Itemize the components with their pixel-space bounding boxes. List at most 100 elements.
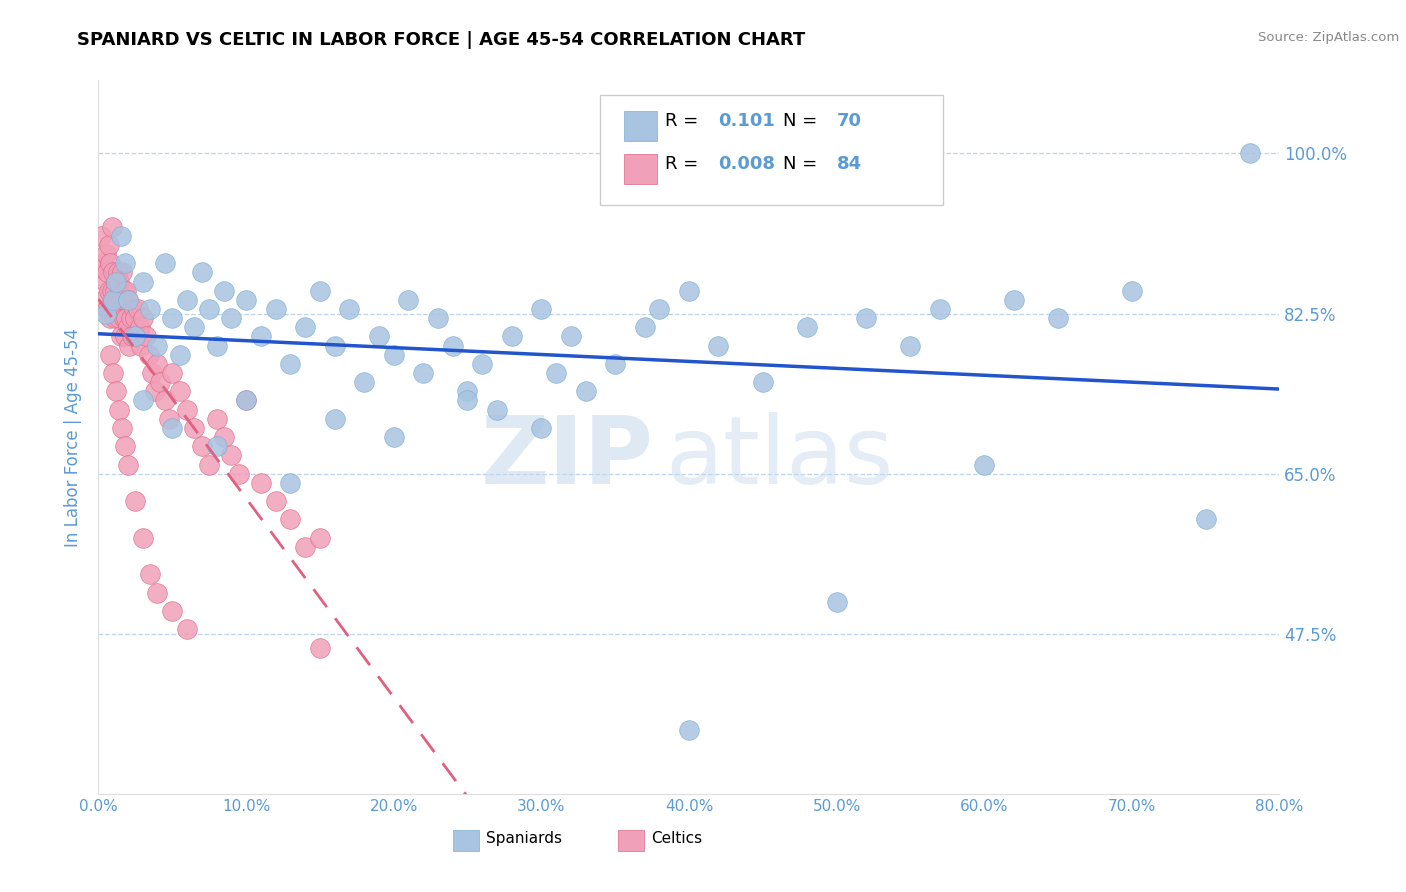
Point xyxy=(398,293,420,307)
Point xyxy=(94,247,117,261)
Point xyxy=(112,311,135,326)
FancyBboxPatch shape xyxy=(600,95,943,205)
Point xyxy=(382,430,405,444)
Point xyxy=(114,439,136,453)
Point xyxy=(752,375,775,389)
Point xyxy=(103,293,125,307)
Point xyxy=(162,366,183,380)
Point xyxy=(353,375,375,389)
Point xyxy=(132,311,155,326)
Point xyxy=(169,348,191,362)
Text: 84: 84 xyxy=(837,155,862,173)
Point xyxy=(427,311,450,326)
Point xyxy=(634,320,657,334)
Point xyxy=(486,402,509,417)
Point xyxy=(120,311,142,326)
Point xyxy=(111,265,134,279)
Point xyxy=(153,393,176,408)
Point xyxy=(1002,293,1025,307)
Point xyxy=(162,604,183,618)
Point xyxy=(228,467,250,481)
Point xyxy=(114,293,136,307)
Point xyxy=(205,338,228,352)
Point xyxy=(280,475,302,490)
Point xyxy=(183,320,205,334)
Text: SPANIARD VS CELTIC IN LABOR FORCE | AGE 45-54 CORRELATION CHART: SPANIARD VS CELTIC IN LABOR FORCE | AGE … xyxy=(77,31,806,49)
Point xyxy=(176,402,198,417)
Point xyxy=(143,384,166,399)
Point xyxy=(212,430,235,444)
Point xyxy=(103,293,125,307)
Point xyxy=(105,301,128,316)
Point xyxy=(162,311,183,326)
Point xyxy=(382,348,405,362)
Point xyxy=(530,301,553,316)
Point xyxy=(309,640,332,655)
Point xyxy=(294,320,316,334)
Point xyxy=(132,275,155,289)
Point xyxy=(111,301,134,316)
Point xyxy=(132,531,155,545)
Point xyxy=(128,320,150,334)
Point xyxy=(191,265,214,279)
Point xyxy=(162,421,183,435)
Point xyxy=(110,329,132,343)
Text: R =: R = xyxy=(665,112,704,130)
Point xyxy=(146,585,169,599)
Point xyxy=(176,293,198,307)
Point xyxy=(107,293,129,307)
Point xyxy=(138,348,160,362)
Point xyxy=(110,228,132,243)
Point xyxy=(107,265,129,279)
Point xyxy=(122,301,145,316)
Point xyxy=(117,293,139,307)
Point xyxy=(124,311,146,326)
Point xyxy=(91,256,114,270)
Point xyxy=(221,311,243,326)
Point xyxy=(309,531,332,545)
Point xyxy=(149,375,172,389)
Y-axis label: In Labor Force | Age 45-54: In Labor Force | Age 45-54 xyxy=(65,327,83,547)
Point xyxy=(115,311,138,326)
Point xyxy=(139,567,162,582)
Point xyxy=(100,219,122,234)
Point xyxy=(93,293,115,307)
Point xyxy=(264,494,287,508)
Point xyxy=(114,256,136,270)
Point xyxy=(157,411,180,425)
Point xyxy=(339,301,361,316)
Text: 70: 70 xyxy=(837,112,862,130)
Point xyxy=(125,329,148,343)
Point xyxy=(153,256,176,270)
Point xyxy=(441,338,464,352)
Point xyxy=(323,338,346,352)
Point xyxy=(546,366,568,380)
Point xyxy=(412,366,434,380)
Point xyxy=(648,301,671,316)
Point xyxy=(169,384,191,399)
Point xyxy=(368,329,391,343)
Point xyxy=(97,238,120,252)
Point xyxy=(117,320,139,334)
Point xyxy=(141,366,163,380)
Point xyxy=(221,449,243,463)
Point xyxy=(129,338,152,352)
Point xyxy=(1046,311,1070,326)
Point xyxy=(121,329,143,343)
Bar xyxy=(624,153,657,184)
Point xyxy=(929,301,952,316)
Point xyxy=(678,284,700,298)
Text: Spaniards: Spaniards xyxy=(486,830,562,846)
Point xyxy=(103,265,125,279)
Point xyxy=(457,393,479,408)
Point xyxy=(104,284,127,298)
Point xyxy=(176,622,198,636)
Bar xyxy=(619,830,644,851)
Text: 0.101: 0.101 xyxy=(718,112,775,130)
Point xyxy=(118,338,141,352)
Point xyxy=(112,284,135,298)
Point xyxy=(105,275,128,289)
Text: N =: N = xyxy=(783,112,824,130)
Text: 0.008: 0.008 xyxy=(718,155,776,173)
Point xyxy=(146,357,169,371)
